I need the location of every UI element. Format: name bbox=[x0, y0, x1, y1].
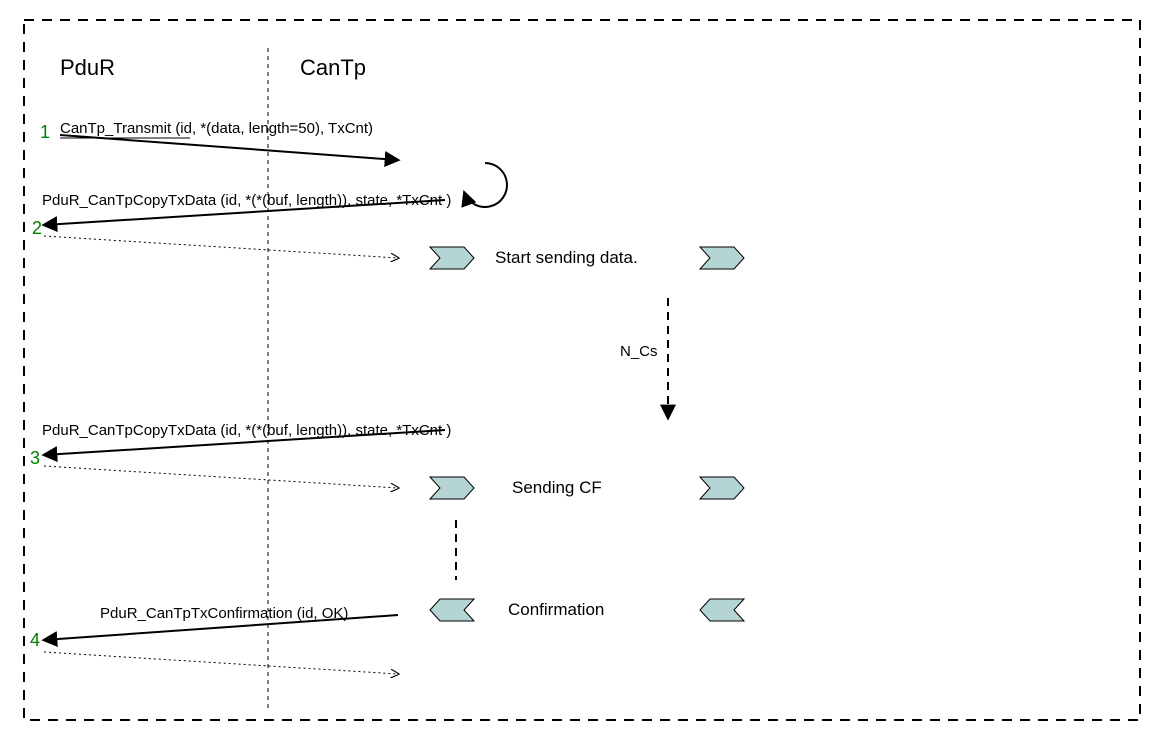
event-3-label: Confirmation bbox=[508, 600, 1164, 620]
msg-3-label: PduR_CanTpCopyTxData (id, *(*(buf, lengt… bbox=[42, 422, 451, 439]
step-num-4: 4 bbox=[30, 630, 40, 651]
step-num-3: 3 bbox=[30, 448, 40, 469]
msg-2-label: PduR_CanTpCopyTxData (id, *(*(buf, lengt… bbox=[42, 192, 451, 209]
sequence-diagram: PduR CanTp 1 2 3 4 CanTp_Transmit (id, *… bbox=[0, 0, 1164, 741]
header-cantp: CanTp bbox=[300, 55, 366, 81]
event-1-label: Start sending data. bbox=[495, 248, 1164, 268]
step-num-1: 1 bbox=[40, 122, 50, 143]
step-num-2: 2 bbox=[32, 218, 42, 239]
msg-4-label: PduR_CanTpTxConfirmation (id, OK) bbox=[100, 605, 348, 622]
header-pdur: PduR bbox=[60, 55, 115, 81]
msg-1-label: CanTp_Transmit (id, *(data, length=50), … bbox=[60, 120, 373, 137]
timer-ncs-label: N_Cs bbox=[620, 343, 658, 360]
svg-canvas bbox=[0, 0, 1164, 741]
event-2-label: Sending CF bbox=[512, 478, 1164, 498]
